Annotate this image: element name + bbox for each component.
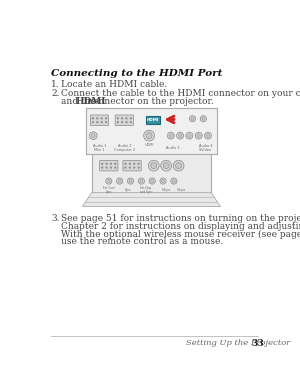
Circle shape [138,167,139,168]
Circle shape [151,163,157,169]
Circle shape [173,160,184,171]
Circle shape [167,132,174,139]
Circle shape [92,118,93,119]
FancyBboxPatch shape [123,161,141,171]
Circle shape [134,163,135,164]
Text: With the optional wireless mouse receiver (see page 70), you can: With the optional wireless mouse receive… [61,230,300,239]
Circle shape [102,167,103,168]
Circle shape [189,116,196,122]
Text: use the remote control as a mouse.: use the remote control as a mouse. [61,237,223,246]
FancyBboxPatch shape [90,115,109,125]
Circle shape [178,134,182,137]
Text: HDMI: HDMI [76,97,106,106]
Circle shape [202,117,205,120]
Circle shape [125,163,126,164]
Circle shape [171,178,177,184]
Text: See page 51 for instructions on turning on the projector and: See page 51 for instructions on turning … [61,214,300,223]
Text: Setting Up the Projector: Setting Up the Projector [186,339,291,347]
Circle shape [106,163,107,164]
Circle shape [97,118,98,119]
Text: HDMI: HDMI [144,142,154,147]
Text: Chapter 2 for instructions on displaying and adjusting the image.: Chapter 2 for instructions on displaying… [61,222,300,231]
Text: HDMI: HDMI [147,118,159,122]
Circle shape [134,167,135,168]
Text: Audio 1
Mini 1: Audio 1 Mini 1 [93,144,106,152]
Circle shape [176,163,182,169]
Circle shape [106,178,112,184]
Circle shape [146,133,152,139]
Circle shape [177,132,184,139]
Circle shape [163,163,169,169]
Circle shape [101,118,102,119]
Circle shape [160,178,166,184]
Text: Locate an HDMI cable.: Locate an HDMI cable. [61,80,167,89]
Circle shape [140,179,143,183]
Text: 3.: 3. [52,214,60,223]
Circle shape [148,160,159,171]
Bar [85,108,217,154]
Text: 2.: 2. [52,90,60,98]
Circle shape [102,163,103,164]
Circle shape [115,163,116,164]
Circle shape [92,134,95,137]
Text: 33: 33 [251,339,264,348]
Circle shape [195,132,202,139]
Text: connector on the projector.: connector on the projector. [85,97,213,106]
Polygon shape [82,193,220,207]
Text: and the: and the [61,97,98,106]
Circle shape [125,167,126,168]
Circle shape [197,134,200,137]
Circle shape [172,179,176,183]
Circle shape [188,134,191,137]
Circle shape [126,118,127,119]
Circle shape [151,179,154,183]
Text: Audio 3: Audio 3 [167,146,180,150]
Circle shape [149,178,155,184]
Circle shape [106,167,107,168]
Text: Ext Cont
Sync: Ext Cont Sync [103,186,115,193]
Circle shape [89,132,97,139]
Text: S-Sync: S-Sync [161,188,171,191]
Circle shape [130,118,131,119]
Circle shape [138,178,145,184]
Text: Connect the cable to the HDMI connector on your computer: Connect the cable to the HDMI connector … [61,90,300,98]
Bar [92,154,211,193]
Circle shape [138,163,139,164]
FancyBboxPatch shape [100,161,118,171]
FancyBboxPatch shape [115,115,134,125]
Text: S-Sync: S-Sync [177,188,186,191]
Circle shape [200,116,206,122]
Text: Sync: Sync [125,188,131,191]
Text: Audio 2
Computer 2: Audio 2 Computer 2 [114,144,135,152]
Circle shape [117,118,118,119]
Circle shape [206,134,210,137]
Circle shape [186,132,193,139]
Circle shape [128,178,134,184]
Circle shape [118,179,121,183]
Circle shape [107,179,110,183]
Circle shape [144,130,154,141]
Circle shape [161,160,172,171]
Circle shape [169,134,172,137]
Circle shape [129,179,132,183]
Text: Audio 4
S-Video: Audio 4 S-Video [199,144,212,152]
Circle shape [205,132,212,139]
Circle shape [115,167,116,168]
Circle shape [161,179,165,183]
Text: Connecting to the HDMI Port: Connecting to the HDMI Port [52,69,223,78]
Bar [146,117,160,124]
Text: Ext Disp
and Sync: Ext Disp and Sync [140,186,152,193]
Text: 1.: 1. [52,80,60,89]
Circle shape [191,117,194,120]
Circle shape [117,178,123,184]
